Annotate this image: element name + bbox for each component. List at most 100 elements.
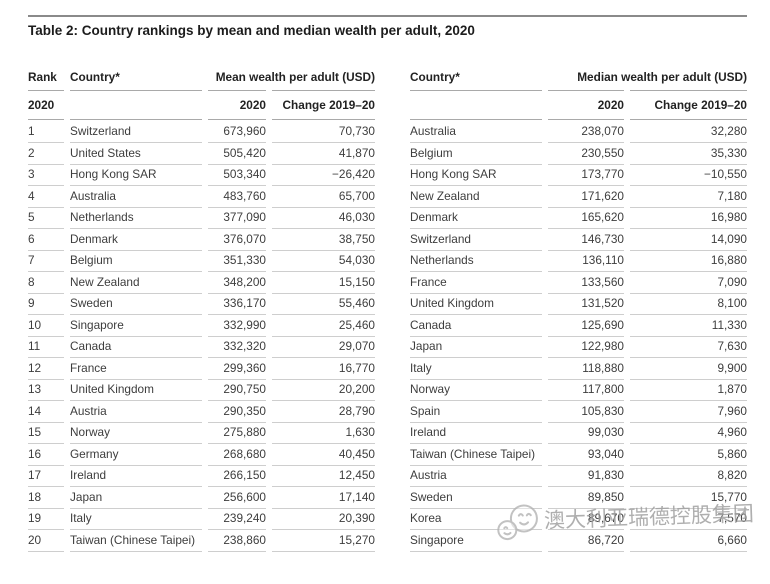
country-cell: Netherlands <box>70 207 202 229</box>
change-2019-20-cell: 15,270 <box>272 530 375 552</box>
rank-cell: 15 <box>28 422 64 444</box>
change-2019-20-cell: 7,090 <box>630 272 747 294</box>
value-2020-cell: 299,360 <box>208 358 266 380</box>
table-row: 19 Italy 239,240 20,390 <box>28 508 375 530</box>
rank-cell: 2 <box>28 143 64 165</box>
value-2020-cell: 266,150 <box>208 465 266 487</box>
change-2019-20-cell: 70,730 <box>272 121 375 143</box>
value-2020-cell: 89,850 <box>548 487 624 509</box>
table-row: Korea 89,670 7,570 <box>410 508 747 530</box>
change-2019-20-cell: 1,630 <box>272 422 375 444</box>
change-subheader: Change 2019–20 <box>654 98 747 112</box>
table-row: Belgium 230,550 35,330 <box>410 143 747 165</box>
country-cell: Taiwan (Chinese Taipei) <box>410 444 542 466</box>
rank-cell: 13 <box>28 379 64 401</box>
country-cell: Switzerland <box>410 229 542 251</box>
country-cell: Austria <box>70 401 202 423</box>
value-2020-cell: 275,880 <box>208 422 266 444</box>
value-2020-cell: 91,830 <box>548 465 624 487</box>
country-cell: France <box>410 272 542 294</box>
change-2019-20-cell: 6,660 <box>630 530 747 552</box>
value-2020-cell: 105,830 <box>548 401 624 423</box>
table-row: 11 Canada 332,320 29,070 <box>28 336 375 358</box>
table-row: 7 Belgium 351,330 54,030 <box>28 250 375 272</box>
country-cell: United Kingdom <box>410 293 542 315</box>
value-2020-cell: 483,760 <box>208 186 266 208</box>
table-row: France 133,560 7,090 <box>410 272 747 294</box>
value-2020-cell: 290,350 <box>208 401 266 423</box>
change-2019-20-cell: 11,330 <box>630 315 747 337</box>
rank-cell: 14 <box>28 401 64 423</box>
country-cell: Netherlands <box>410 250 542 272</box>
table-row: Hong Kong SAR 173,770 −10,550 <box>410 164 747 186</box>
change-2019-20-cell: 7,570 <box>630 508 747 530</box>
value-2020-cell: 117,800 <box>548 379 624 401</box>
value-2020-cell: 332,990 <box>208 315 266 337</box>
country-cell: Austria <box>410 465 542 487</box>
country-cell: Singapore <box>70 315 202 337</box>
rank-cell: 3 <box>28 164 64 186</box>
mean-group-header: Mean wealth per adult (USD) <box>215 70 375 84</box>
country-cell: Belgium <box>410 143 542 165</box>
table-row: Japan 122,980 7,630 <box>410 336 747 358</box>
rank-cell: 8 <box>28 272 64 294</box>
change-2019-20-cell: 54,030 <box>272 250 375 272</box>
country-cell: Denmark <box>410 207 542 229</box>
change-2019-20-cell: 8,820 <box>630 465 747 487</box>
value-2020-cell: 86,720 <box>548 530 624 552</box>
rank-cell: 1 <box>28 121 64 143</box>
change-2019-20-cell: 14,090 <box>630 229 747 251</box>
page-title: Table 2: Country rankings by mean and me… <box>28 23 475 38</box>
change-2019-20-cell: 28,790 <box>272 401 375 423</box>
table-row: Canada 125,690 11,330 <box>410 315 747 337</box>
change-2019-20-cell: 7,960 <box>630 401 747 423</box>
change-2019-20-cell: 16,770 <box>272 358 375 380</box>
rank-cell: 16 <box>28 444 64 466</box>
rank-cell: 20 <box>28 530 64 552</box>
country-cell: New Zealand <box>410 186 542 208</box>
title-block: Table 2: Country rankings by mean and me… <box>28 15 747 38</box>
country-cell: Ireland <box>410 422 542 444</box>
table-row: 13 United Kingdom 290,750 20,200 <box>28 379 375 401</box>
table-row: 20 Taiwan (Chinese Taipei) 238,860 15,270 <box>28 530 375 552</box>
table-row: 12 France 299,360 16,770 <box>28 358 375 380</box>
rank-cell: 7 <box>28 250 64 272</box>
change-2019-20-cell: 7,630 <box>630 336 747 358</box>
change-2019-20-cell: 40,450 <box>272 444 375 466</box>
change-2019-20-cell: 15,770 <box>630 487 747 509</box>
table-row: United Kingdom 131,520 8,100 <box>410 293 747 315</box>
rank-cell: 17 <box>28 465 64 487</box>
table-row: Austria 91,830 8,820 <box>410 465 747 487</box>
country-cell: Switzerland <box>70 121 202 143</box>
mean-wealth-table: Rank Country* Mean wealth per adult (USD… <box>28 64 375 552</box>
table-row: 5 Netherlands 377,090 46,030 <box>28 207 375 229</box>
value-2020-cell: 348,200 <box>208 272 266 294</box>
value-2020-cell: 89,670 <box>548 508 624 530</box>
table-row: 16 Germany 268,680 40,450 <box>28 444 375 466</box>
rank-cell: 18 <box>28 487 64 509</box>
country-cell: Canada <box>70 336 202 358</box>
rank-column-header: Rank <box>28 70 57 84</box>
median-table-body: Australia 238,070 32,280 Belgium 230,550 35,3… <box>410 121 747 552</box>
table-row: 4 Australia 483,760 65,700 <box>28 186 375 208</box>
country-cell: Japan <box>410 336 542 358</box>
mean-header-row: Rank Country* Mean wealth per adult (USD… <box>28 64 375 90</box>
rank-cell: 9 <box>28 293 64 315</box>
value-2020-cell: 238,860 <box>208 530 266 552</box>
table-row: 6 Denmark 376,070 38,750 <box>28 229 375 251</box>
table-row: 9 Sweden 336,170 55,460 <box>28 293 375 315</box>
change-2019-20-cell: 5,860 <box>630 444 747 466</box>
table-row: Norway 117,800 1,870 <box>410 379 747 401</box>
rank-cell: 6 <box>28 229 64 251</box>
table-row: Italy 118,880 9,900 <box>410 358 747 380</box>
value-2020-cell: 93,040 <box>548 444 624 466</box>
country-cell: Korea <box>410 508 542 530</box>
country-subheader-empty <box>70 92 202 119</box>
median-group-header: Median wealth per adult (USD) <box>577 70 747 84</box>
country-cell: Canada <box>410 315 542 337</box>
country-cell: Australia <box>70 186 202 208</box>
change-2019-20-cell: −10,550 <box>630 164 747 186</box>
change-2019-20-cell: 20,200 <box>272 379 375 401</box>
change-2019-20-cell: 41,870 <box>272 143 375 165</box>
value-2020-cell: 239,240 <box>208 508 266 530</box>
